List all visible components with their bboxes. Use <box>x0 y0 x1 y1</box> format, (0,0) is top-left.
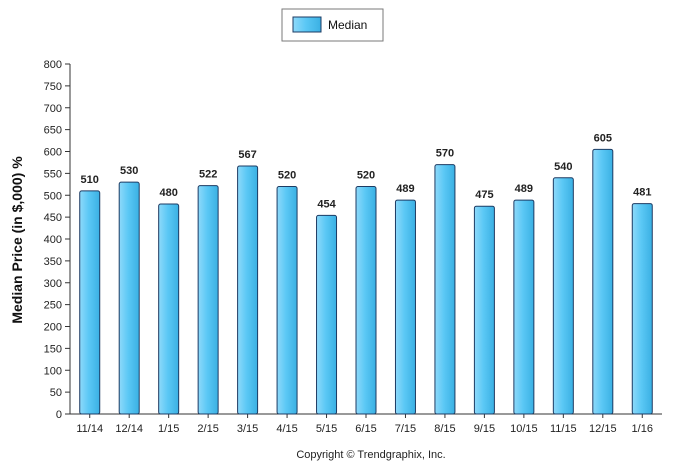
bar-3-15 <box>237 165 259 415</box>
bar-11-15 <box>552 177 574 415</box>
data-label: 540 <box>554 161 572 173</box>
x-tick-label: 12/15 <box>589 423 617 435</box>
data-label: 570 <box>436 148 454 160</box>
bar-7-15 <box>394 199 416 415</box>
data-label: 489 <box>396 183 414 195</box>
legend: Median <box>281 8 384 42</box>
x-tick-label: 5/15 <box>316 423 337 435</box>
bar-9-15 <box>473 205 495 415</box>
bar-10-15 <box>513 199 535 415</box>
y-tick-label: 600 <box>44 147 62 159</box>
data-label: 520 <box>357 170 375 182</box>
data-label: 480 <box>159 187 177 199</box>
x-tick-label: 3/15 <box>237 423 258 435</box>
y-tick-label: 750 <box>44 81 62 93</box>
bar-1-16 <box>631 203 653 415</box>
y-axis-title: Median Price (in $,000) % <box>9 156 25 324</box>
data-label: 567 <box>238 149 256 161</box>
y-tick-label: 200 <box>44 322 62 334</box>
x-tick-label: 1/15 <box>158 423 179 435</box>
y-tick-label: 100 <box>44 365 62 377</box>
y-tick-label: 400 <box>44 234 62 246</box>
x-tick-label: 6/15 <box>355 423 376 435</box>
y-axis: 0 50 100 150 200 250 300 350 400 450 500 550 600 650 7… <box>44 59 71 421</box>
data-label: 481 <box>633 187 651 199</box>
data-label: 605 <box>594 132 612 144</box>
bars <box>79 148 653 415</box>
y-tick-label: 250 <box>44 300 62 312</box>
x-tick-label: 11/14 <box>76 423 103 435</box>
data-label: 510 <box>81 174 99 186</box>
data-label: 475 <box>475 189 493 201</box>
y-tick-label: 150 <box>44 343 62 355</box>
bar-12-15 <box>592 148 614 415</box>
x-tick-label: 11/15 <box>550 423 577 435</box>
bar-1-15 <box>158 203 180 415</box>
data-label: 522 <box>199 169 217 181</box>
legend-swatch-median <box>292 16 322 33</box>
data-label: 530 <box>120 165 138 177</box>
bar-5-15 <box>316 214 338 415</box>
x-tick-label: 4/15 <box>276 423 297 435</box>
x-axis: 11/14 12/14 1/15 2/15 3/15 4/15 5/15 6/15 7/15 8/… <box>70 413 662 435</box>
bar-8-15 <box>434 164 456 415</box>
y-tick-label: 550 <box>44 168 62 180</box>
bar-12-14 <box>118 181 140 415</box>
x-tick-label: 7/15 <box>395 423 416 435</box>
y-tick-label: 0 <box>56 409 62 421</box>
data-label: 454 <box>317 198 336 210</box>
y-tick-label: 700 <box>44 103 62 115</box>
y-tick-label: 300 <box>44 278 62 290</box>
y-tick-label: 500 <box>44 190 62 202</box>
x-tick-label: 2/15 <box>197 423 218 435</box>
data-label: 489 <box>515 183 533 195</box>
x-tick-label: 9/15 <box>474 423 495 435</box>
y-tick-label: 50 <box>50 387 62 399</box>
y-tick-label: 650 <box>44 125 62 137</box>
bar-4-15 <box>276 186 298 415</box>
y-tick-label: 350 <box>44 256 62 268</box>
bar-6-15 <box>355 186 377 415</box>
y-tick-label: 800 <box>44 59 62 71</box>
y-tick-label: 450 <box>44 212 62 224</box>
x-tick-label: 10/15 <box>510 423 538 435</box>
copyright-text: Copyright © Trendgraphix, Inc. <box>296 449 445 461</box>
x-tick-label: 8/15 <box>434 423 455 435</box>
data-label: 520 <box>278 170 296 182</box>
bar-11-14 <box>79 190 101 415</box>
x-tick-label: 12/14 <box>115 423 143 435</box>
data-labels: 510 530 480 522 567 520 454 520 489 570 475 489 540 6… <box>81 132 652 210</box>
bar-2-15 <box>197 185 219 415</box>
legend-label-median: Median <box>328 18 367 32</box>
x-tick-label: 1/16 <box>632 423 653 435</box>
